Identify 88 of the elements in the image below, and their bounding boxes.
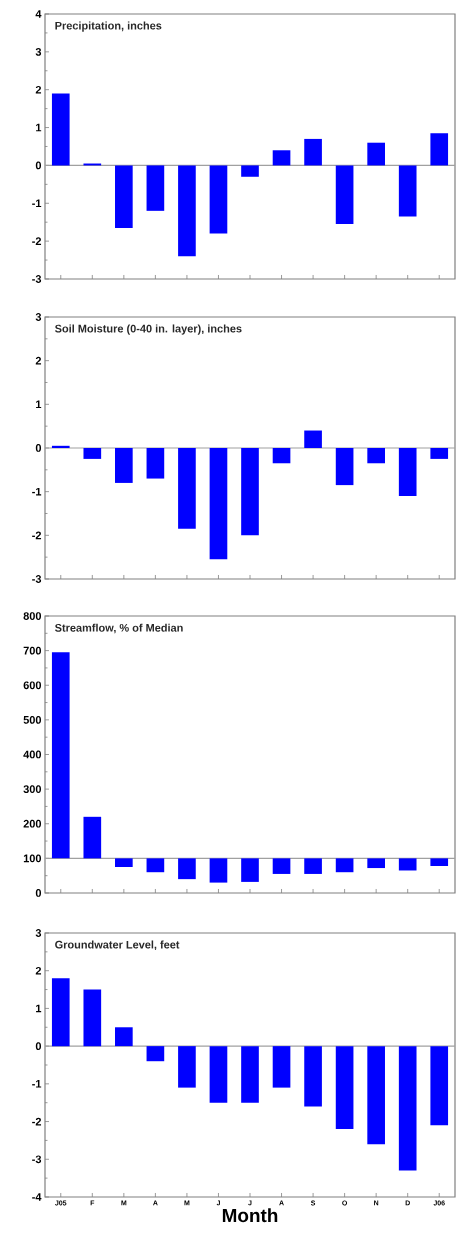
bar (146, 447, 165, 479)
y-tick-label: -1 (32, 487, 42, 496)
bar (146, 1046, 165, 1062)
bar (241, 165, 259, 177)
bar (178, 165, 196, 257)
y-tick-label: 700 (23, 646, 42, 655)
bar (398, 165, 417, 217)
y-tick-label: 1 (36, 400, 42, 409)
y-tick-label: 2 (35, 966, 42, 975)
y-tick-label: 0 (35, 1042, 42, 1051)
bar (209, 858, 228, 883)
text: Soil Moisture (0-40 in. layer), inches (54, 324, 242, 335)
y-tick-label: 100 (23, 854, 42, 863)
y-tick-label: 2 (35, 85, 42, 94)
bar (178, 858, 196, 880)
bar (398, 858, 417, 871)
bar (83, 989, 102, 1047)
y-tick-label: 2 (35, 356, 42, 365)
bar (398, 1046, 417, 1171)
bar (304, 138, 322, 166)
bar (241, 1046, 259, 1103)
bar (335, 1046, 354, 1130)
y-tick-label: 300 (23, 785, 42, 794)
bar (430, 133, 449, 166)
y-tick-label: 0 (35, 161, 42, 170)
bar (304, 858, 322, 874)
text: Streamflow, % of Median (54, 623, 183, 634)
bar (146, 165, 165, 211)
y-tick-label: 600 (23, 681, 42, 690)
bar (430, 1046, 449, 1126)
bar (209, 1046, 228, 1103)
bar (272, 858, 291, 874)
bar (83, 816, 102, 859)
y-tick-label: -2 (32, 531, 42, 540)
bar (335, 858, 354, 873)
y-tick-label: -2 (32, 1117, 42, 1126)
y-tick-label: -1 (32, 1080, 42, 1088)
y-tick-label: 400 (23, 750, 42, 759)
x-axis-title: Month (222, 1208, 278, 1223)
bar (304, 430, 322, 448)
bar (241, 858, 259, 882)
y-tick-label: 500 (23, 716, 42, 724)
bar (430, 447, 449, 459)
bar (115, 447, 133, 483)
y-tick-label: -1 (32, 199, 42, 208)
bar (115, 165, 133, 228)
y-tick-label: -3 (32, 1155, 42, 1164)
y-tick-label: 3 (35, 929, 42, 937)
y-tick-label: -4 (32, 1193, 42, 1201)
bar (304, 1046, 322, 1107)
bar (178, 447, 196, 529)
y-tick-label: -3 (32, 575, 42, 583)
y-tick-label: 0 (35, 889, 42, 897)
bar (115, 1027, 133, 1047)
bar (209, 165, 228, 234)
bar (272, 1046, 291, 1088)
bar (272, 150, 291, 166)
y-tick-label: 3 (35, 47, 42, 56)
y-tick-label: 0 (35, 444, 42, 452)
text: Precipitation, inches (55, 21, 162, 32)
bar (272, 447, 291, 464)
bar (115, 858, 133, 868)
bar (335, 447, 354, 486)
y-tick-label: 1 (36, 123, 42, 132)
bar (51, 93, 70, 166)
bar (398, 447, 417, 497)
y-tick-label: -2 (32, 237, 42, 245)
bar (367, 858, 385, 869)
bar (146, 858, 165, 873)
y-tick-label: -3 (32, 275, 42, 283)
bar (367, 1046, 385, 1145)
bar (430, 858, 449, 866)
y-tick-label: 1 (36, 1004, 42, 1013)
bar (51, 445, 70, 448)
bar (178, 1046, 196, 1088)
bar (367, 142, 385, 166)
bar (367, 447, 385, 464)
text: Groundwater Level, feet (55, 940, 180, 951)
y-tick-label: 3 (35, 313, 42, 321)
y-tick-label: 4 (35, 10, 42, 18)
bar (335, 165, 354, 225)
y-tick-label: 200 (23, 819, 42, 828)
bar (241, 447, 259, 536)
bar (51, 652, 70, 859)
bar (209, 447, 228, 560)
y-tick-label: 800 (23, 612, 42, 620)
bar (51, 978, 70, 1047)
bar (83, 447, 102, 459)
